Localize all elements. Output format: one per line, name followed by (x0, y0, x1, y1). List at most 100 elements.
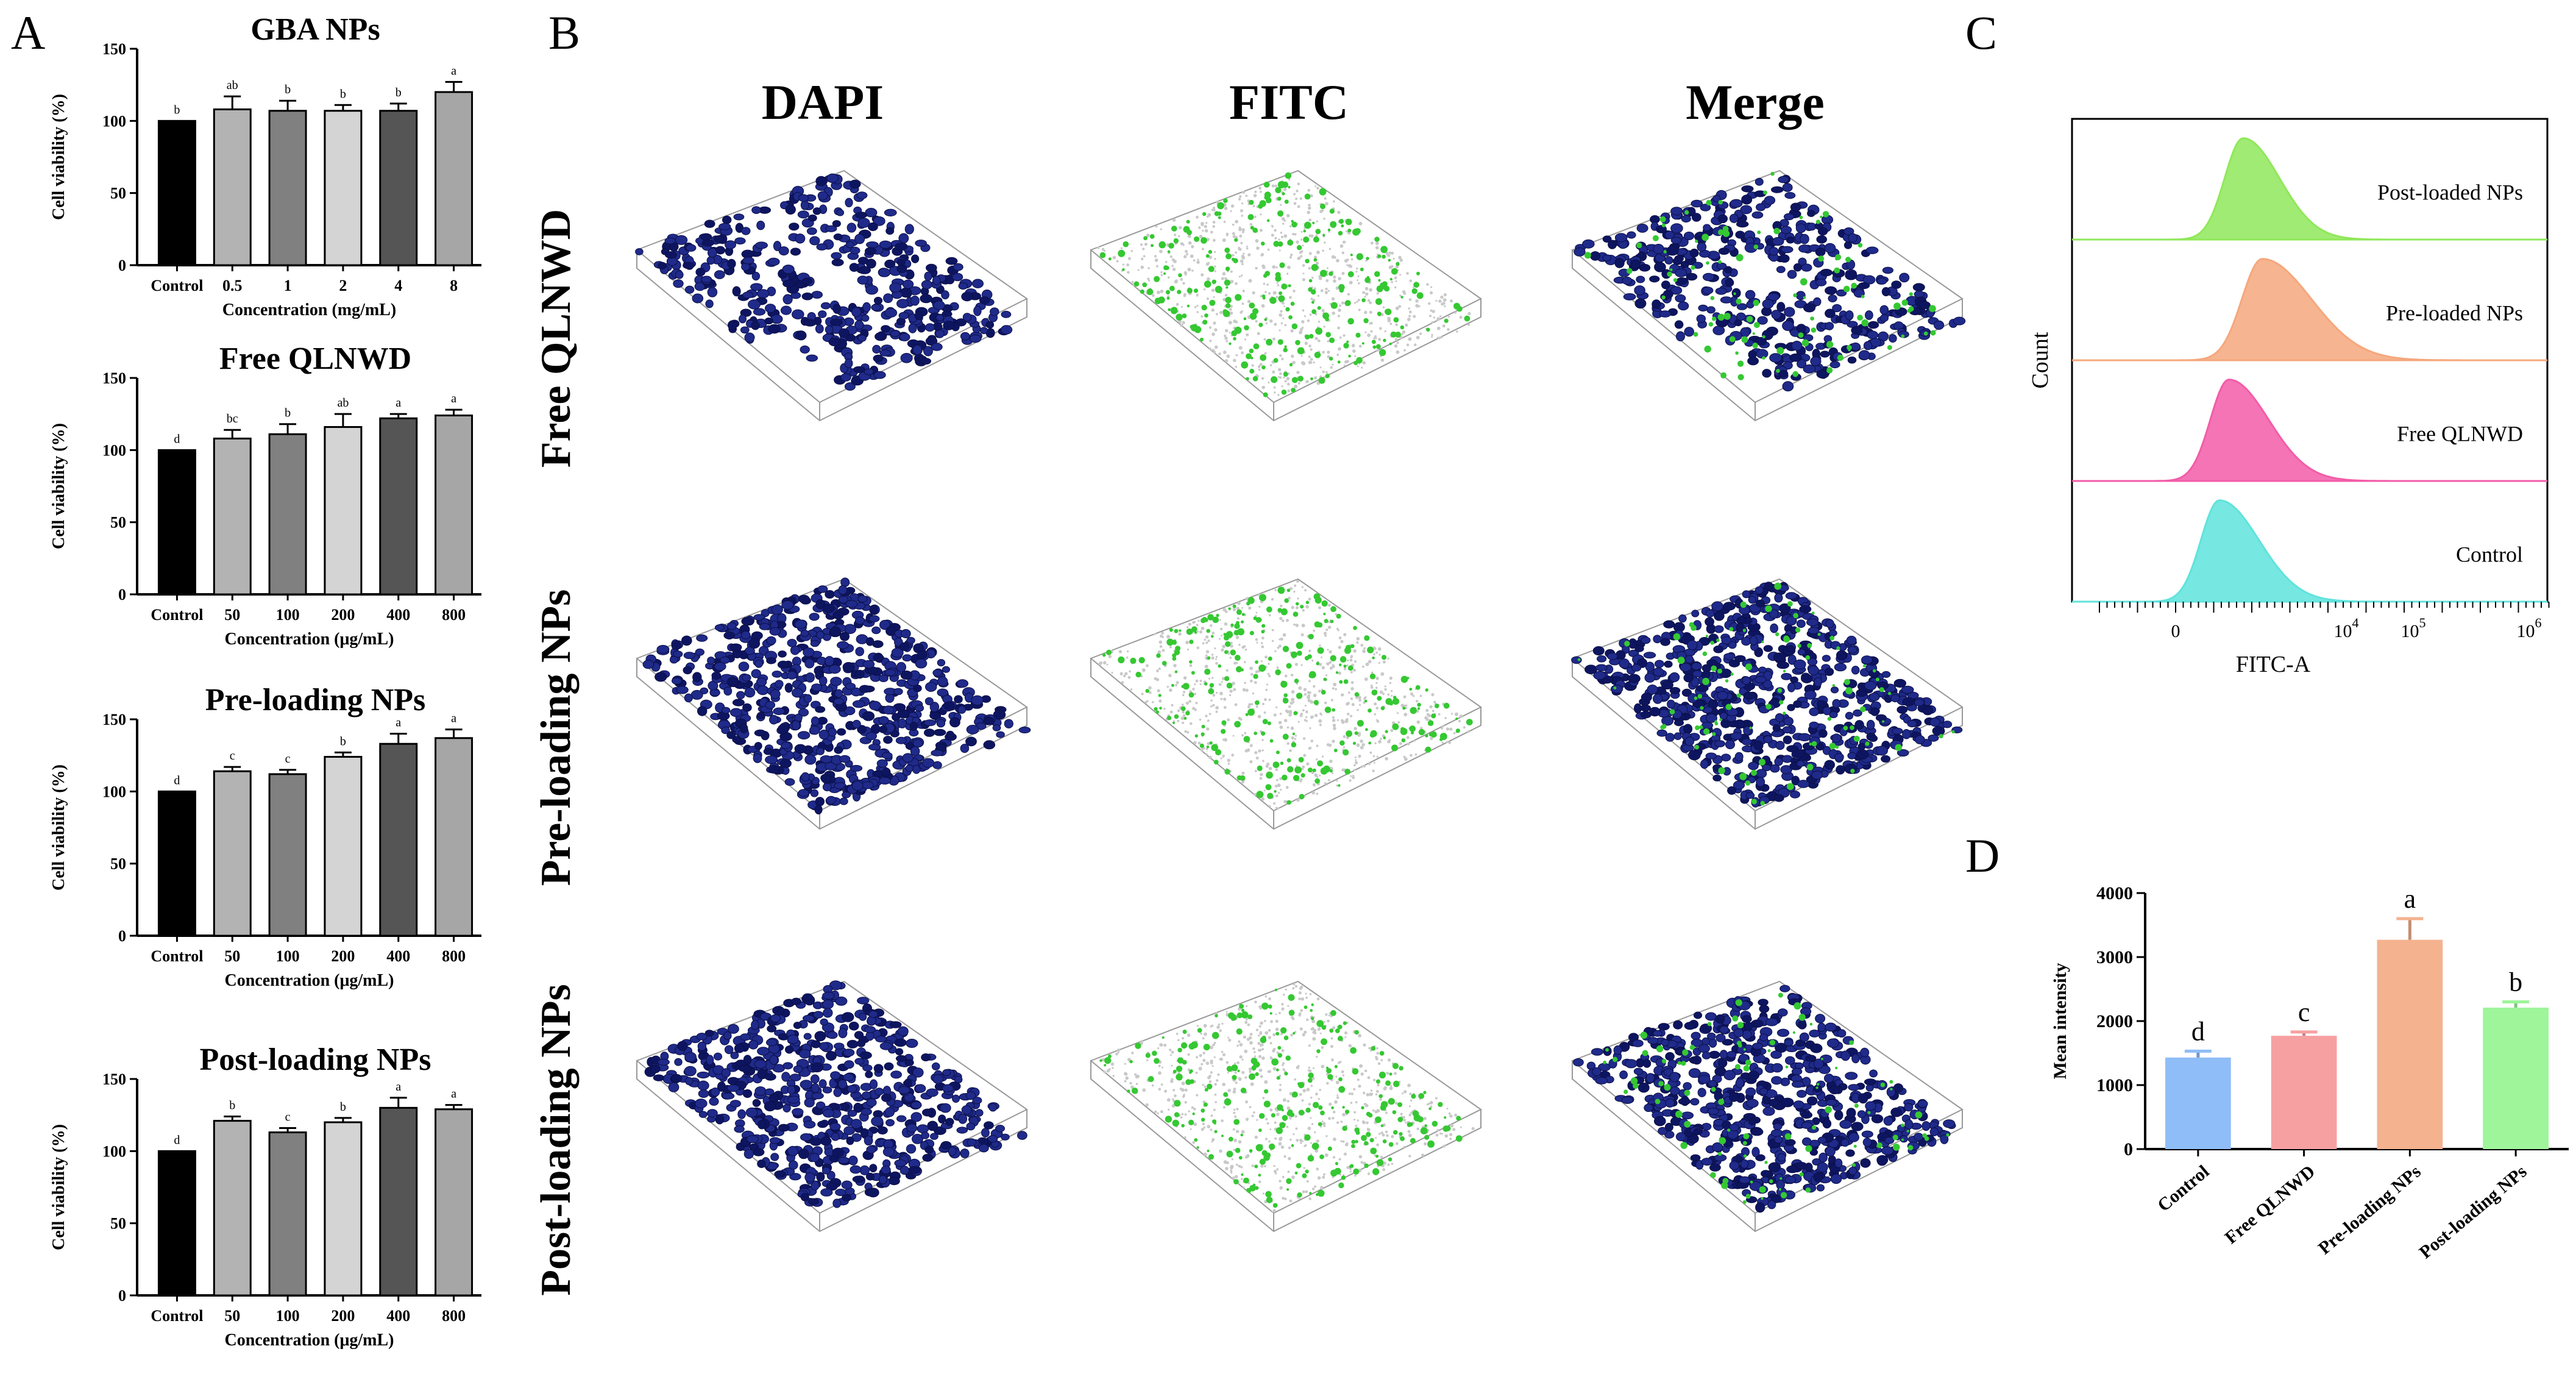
fitc-signal (1718, 229, 1724, 235)
nucleus-mark (711, 1088, 720, 1097)
nucleus-mark (1382, 306, 1385, 308)
significance-label: d (174, 774, 180, 787)
nucleus-mark (1017, 1131, 1027, 1140)
nucleus-mark (1678, 614, 1687, 623)
nucleus-mark (1268, 674, 1271, 678)
nucleus-mark (1343, 735, 1346, 738)
nucleus-mark (1847, 646, 1857, 653)
nucleus-mark (1783, 735, 1792, 744)
nucleus-mark (1213, 321, 1216, 325)
nucleus-mark (1450, 713, 1453, 715)
fitc-signal (1624, 641, 1630, 647)
nucleus-mark (1253, 792, 1257, 796)
nucleus-mark (1274, 391, 1276, 394)
nucleus-mark (1743, 691, 1756, 700)
fitc-signal (1355, 332, 1361, 338)
fitc-signal (1252, 227, 1258, 233)
nucleus-mark (1294, 385, 1298, 388)
nucleus-mark (958, 282, 968, 290)
fitc-signal (1272, 761, 1280, 768)
nucleus-mark (1185, 641, 1189, 644)
fitc-signal (1393, 317, 1399, 323)
nucleus-mark (1301, 326, 1304, 329)
nucleus-mark (781, 741, 791, 749)
nucleus-mark (1336, 354, 1339, 356)
nucleus-mark (1318, 339, 1321, 343)
fitc-signal (1409, 688, 1413, 691)
nucleus-mark (1363, 647, 1366, 650)
fitc-signal (1330, 302, 1338, 309)
nucleus-mark (807, 214, 817, 222)
nucleus-mark (933, 728, 946, 736)
fitc-signal (1266, 338, 1273, 346)
fitc-signal (1673, 633, 1681, 641)
fitc-signal (1225, 641, 1231, 647)
nucleus-mark (1438, 713, 1441, 716)
nucleus-mark (1336, 785, 1338, 787)
nucleus-mark (1310, 348, 1313, 351)
fitc-signal (1725, 703, 1732, 710)
nucleus-mark (1773, 652, 1786, 662)
significance-label: b (174, 103, 180, 116)
nucleus-mark (782, 1103, 791, 1113)
nucleus-mark (740, 630, 751, 639)
fitc-signal (1263, 274, 1268, 278)
fitc-signal (1742, 628, 1746, 632)
fitc-signal (1464, 315, 1471, 322)
nucleus-mark (1634, 285, 1645, 296)
nucleus-mark (1357, 708, 1359, 711)
fitc-signal (1939, 734, 1943, 739)
fitc-signal (1266, 771, 1273, 779)
nucleus-mark (1691, 610, 1700, 618)
fitc-signal (1169, 628, 1173, 632)
fitc-signal (1225, 266, 1230, 271)
fitc-signal (1122, 268, 1125, 271)
fitc-signal (1862, 664, 1866, 668)
nucleus-mark (1717, 262, 1727, 270)
nucleus-mark (1223, 697, 1227, 701)
nucleus-mark (736, 691, 745, 700)
y-tick-label: 100 (102, 1142, 126, 1160)
nucleus-mark (901, 629, 911, 638)
x-axis-label: Concentration (μg/mL) (225, 971, 394, 990)
nucleus-mark (925, 682, 937, 692)
cell-marks (644, 980, 1027, 1208)
nucleus-mark (1899, 272, 1910, 283)
nucleus-mark (1379, 690, 1383, 694)
nucleus-mark (1158, 640, 1163, 644)
fitc-signal (1341, 224, 1344, 228)
nucleus-mark (1193, 259, 1196, 262)
fitc-signal (1415, 685, 1421, 690)
nucleus-mark (1413, 287, 1414, 288)
nucleus-mark (778, 650, 787, 658)
fitc-signal (1261, 294, 1266, 298)
nucleus-mark (910, 296, 920, 306)
fitc-signal (1286, 800, 1291, 805)
fitc-signal (1168, 243, 1174, 249)
nucleus-mark (1255, 670, 1258, 674)
nucleus-mark (1163, 707, 1166, 710)
nucleus-mark (1302, 272, 1305, 275)
nucleus-mark (1155, 265, 1158, 268)
nucleus-mark (1288, 596, 1291, 600)
x-tick-label: 800 (442, 1307, 466, 1325)
fitc-signal (1261, 365, 1266, 369)
nucleus-mark (882, 705, 895, 714)
nucleus-mark (1358, 344, 1362, 348)
fitc-signal (1261, 731, 1266, 736)
fitc-signal (1893, 302, 1901, 310)
fitc-signal (1843, 725, 1848, 731)
fitc-signal (1149, 234, 1155, 239)
nucleus-mark (870, 605, 878, 615)
confocal-image-pre-loading-nps-dapi (636, 577, 1031, 830)
bar-control (157, 449, 196, 596)
nucleus-mark (1172, 268, 1176, 271)
fitc-signal (1156, 653, 1161, 658)
fitc-signal (1154, 297, 1162, 304)
fitc-signal (1317, 760, 1323, 767)
nucleus-mark (839, 755, 851, 763)
x-tick-label: 4 (394, 277, 402, 294)
fitc-signal (1329, 337, 1335, 343)
nucleus-mark (1182, 714, 1186, 717)
nucleus-mark (1241, 734, 1244, 737)
